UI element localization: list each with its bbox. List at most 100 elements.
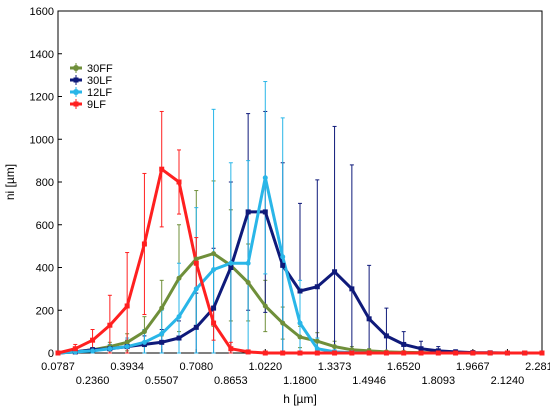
legend-marker [73,77,79,83]
data-point [262,303,268,309]
data-point [262,350,268,356]
data-point [193,260,199,266]
data-point [176,179,182,185]
data-point [383,333,389,339]
data-point [159,339,165,345]
data-point [262,209,268,215]
data-point [487,350,493,356]
y-tick-label: 1200 [30,92,54,104]
data-point [107,322,113,328]
data-point [314,338,320,344]
y-tick-label: 1400 [30,49,54,61]
data-point [228,265,234,270]
data-point [349,350,355,356]
x-axis: 0.0787 0.3934 0.7080 1.0220 1.3373 1.6520 1.96… [41,349,550,387]
series-markers [55,166,545,356]
y-tick-label: 200 [36,305,54,317]
data-point [211,251,217,257]
data-point [435,350,441,356]
legend-marker [73,65,79,71]
data-point [176,335,182,341]
legend-label: 12LF [87,87,112,99]
data-point [332,269,338,275]
data-point [280,320,286,326]
data-point [176,314,182,320]
x-axis-title: h [µm] [283,392,317,406]
data-point [193,324,199,330]
x-tick-label: 0.0787 [41,361,75,373]
legend-label: 9LF [87,99,106,111]
data-point [280,254,286,260]
data-point [280,262,286,268]
data-point [141,241,147,247]
data-point [193,256,199,262]
legend-marker [73,89,79,95]
data-point [245,209,251,215]
y-tick-label: 1000 [30,134,54,146]
data-point [211,320,217,326]
data-point [297,334,303,340]
data-point [539,350,545,356]
data-point [401,350,407,356]
data-point [90,337,96,343]
data-point [332,350,338,356]
data-point [228,260,234,266]
data-point [193,286,199,292]
y-tick-label: 800 [36,177,54,189]
data-point [176,275,182,281]
data-point [522,350,528,356]
data-point [297,288,303,294]
data-point [107,346,113,352]
x-tick-label: 0.8653 [214,375,248,387]
data-point [124,344,130,350]
data-point [124,303,130,309]
x-tick-label: 1.3373 [318,361,352,373]
y-tick-label: 1600 [30,6,54,18]
data-point [366,316,372,322]
data-point [228,346,234,352]
data-point [245,260,251,266]
data-point [314,350,320,356]
x-tick-label: 1.1800 [283,375,317,387]
data-point [90,348,96,354]
data-point [332,344,338,350]
data-point [72,346,78,352]
x-tick-label: 0.7080 [179,361,213,373]
data-point [401,341,407,347]
data-point [211,267,217,273]
data-point [141,339,147,345]
x-tick-label: 1.6520 [387,361,421,373]
y-tick-label: 600 [36,220,54,232]
legend-label: 30LF [87,75,112,87]
x-tick-label: 1.0220 [248,361,282,373]
x-tick-label: 2.2813 [525,361,550,373]
data-point [280,350,286,356]
data-point [124,339,130,345]
x-tick-label: 1.8093 [421,375,455,387]
x-tick-label: 2.1240 [491,375,525,387]
data-point [314,346,320,352]
y-tick-label: 400 [36,263,54,275]
data-point [211,305,217,311]
data-point [418,350,424,356]
x-tick-label: 0.5507 [145,375,179,387]
data-point [418,346,424,352]
data-point [314,284,320,290]
data-point [470,350,476,356]
data-point [297,320,303,326]
x-tick-label: 0.3934 [110,361,144,373]
data-point [349,286,355,292]
data-point [383,350,389,356]
data-point [245,349,251,355]
data-point [55,350,61,356]
x-tick-label: 1.4946 [352,375,386,387]
data-point [159,305,165,311]
data-point [141,329,147,335]
data-point [245,279,251,285]
y-axis-title: ni [µm] [3,164,17,200]
legend-marker [73,101,79,107]
legend-label: 30FF [87,63,113,75]
data-point [453,350,459,356]
